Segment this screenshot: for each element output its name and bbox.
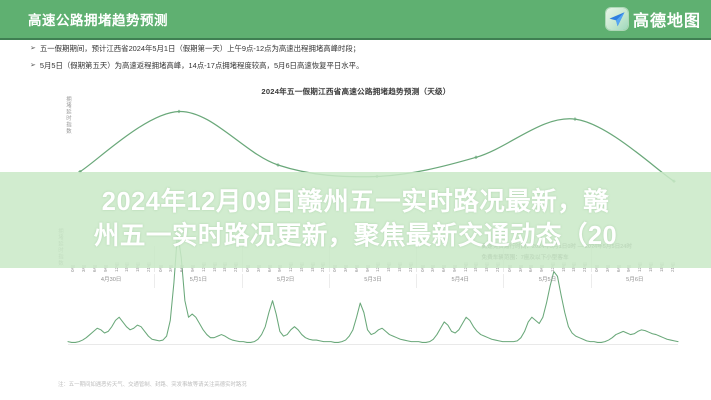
overlay-title-band: [0, 172, 711, 268]
hourly-chart-plot: [67, 231, 679, 345]
day-group-label: 5月6日: [626, 277, 644, 283]
daily-y-axis-label: 拥堵延时指数: [65, 96, 71, 135]
day-group-label: 5月1日: [155, 274, 243, 288]
brand-logo-group: 高德地图: [605, 7, 703, 31]
note-text: 五一假期期间，预计江西省2024年5月1日（假期第一天）上午9点-12点为高速出…: [39, 44, 361, 53]
overlay-title-line-1: 2024年12月09日赣州五一实时路况最新，赣: [101, 188, 610, 217]
app-header: 高速公路拥堵趋势预测 高德地图: [0, 0, 711, 38]
chart-footnote: 注：五一期间如遇恶劣天气、交通管制、封路、突发事故等请关注高德实时路况: [58, 382, 247, 388]
notes-list: ➢ 五一假期期间，预计江西省2024年5月1日（假期第一天）上午9点-12点为高…: [0, 41, 711, 80]
note-text: 5月5日（假期第五天）为高速返程拥堵高峰，14点-17点拥堵程度较高，5月6日高…: [39, 61, 364, 71]
day-group-label: 5月5日: [504, 274, 592, 288]
note-item: ➢ 五一假期期间，预计江西省2024年5月1日（假期第一天）上午9点-12点为高…: [30, 44, 687, 53]
note-item: ➢ 5月5日（假期第五天）为高速返程拥堵高峰，14点-17点拥堵程度较高，5月6…: [30, 62, 687, 70]
paper-plane-icon: [605, 8, 628, 30]
day-group-label: 5月4日: [417, 274, 505, 288]
overlay-title-text: 2024年12月09日赣州五一实时路况最新，赣 州五一实时路况更新，聚焦最新交通…: [0, 172, 711, 268]
page-title: 高速公路拥堵趋势预测: [28, 13, 168, 28]
header-divider: [0, 38, 711, 40]
overlay-title-line-2: 州五一实时路况更新，聚焦最新交通动态（20: [93, 222, 618, 250]
brand-name: 高德地图: [632, 13, 701, 30]
arrow-bullet-icon: ➢: [30, 62, 36, 70]
day-group-labels: 4月30日 5月1日 5月2日 5月3日 5月4日 5月5日 5月6日: [68, 274, 678, 288]
arrow-bullet-icon: ➢: [30, 45, 36, 52]
day-group-label: 5月2日: [243, 274, 330, 288]
daily-chart-title: 2024年五一假期江西省高速公路拥堵趋势预测（天级）: [261, 87, 451, 96]
day-group-label: 5月3日: [330, 274, 418, 288]
day-group-label: 4月30日: [68, 274, 156, 288]
